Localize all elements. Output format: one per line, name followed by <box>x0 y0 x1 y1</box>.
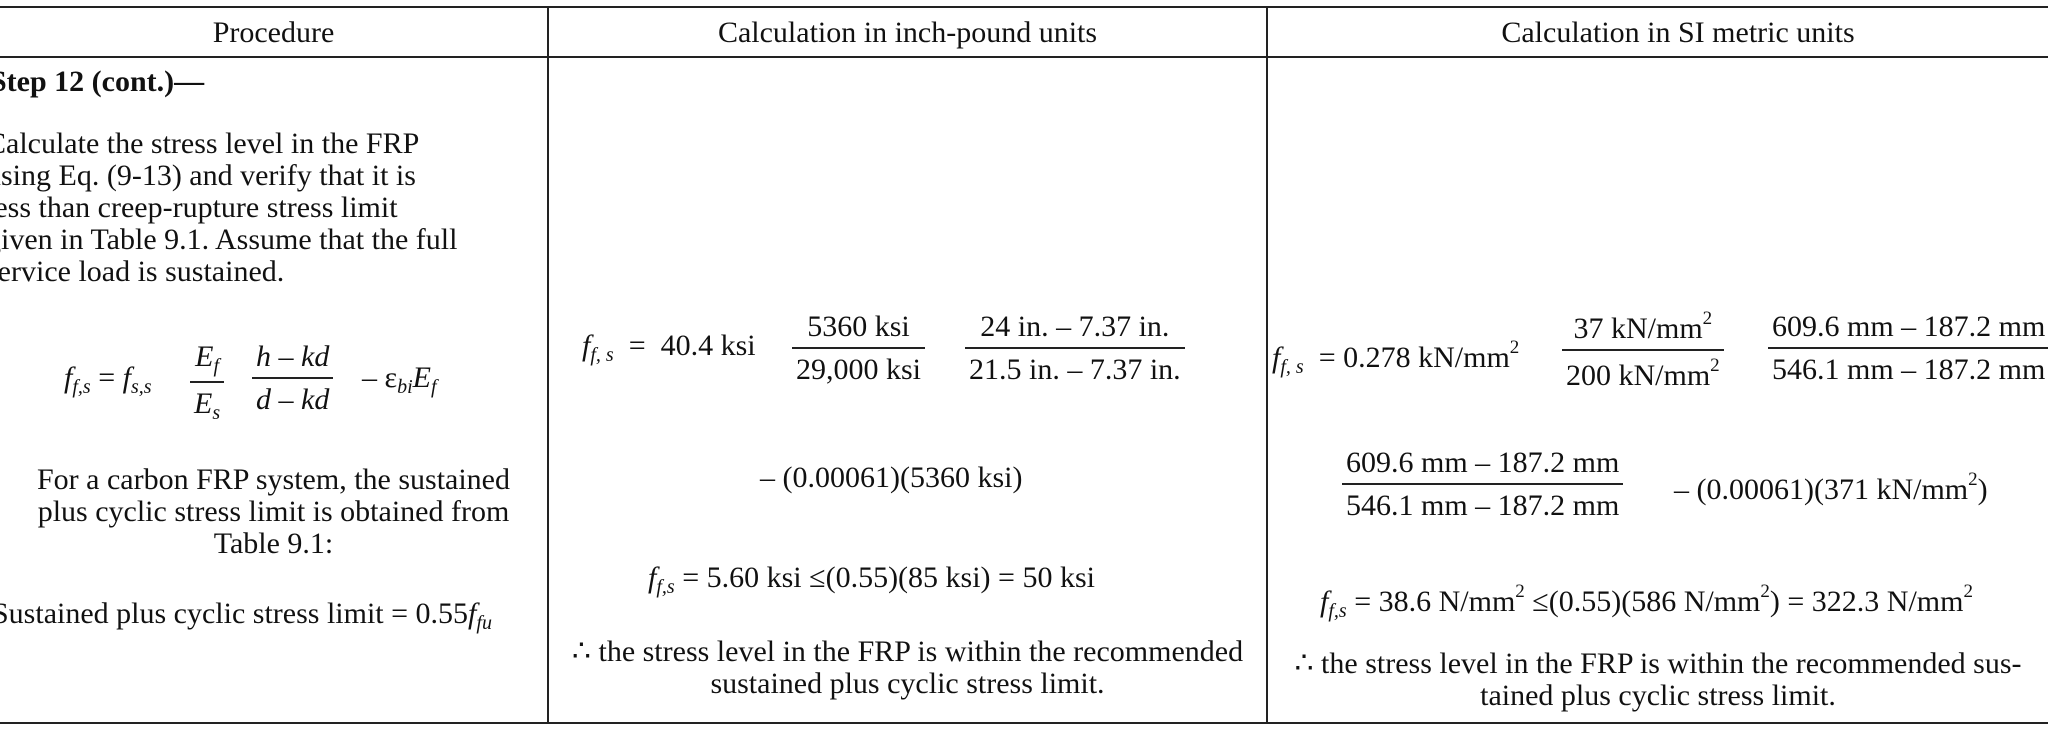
si-eq1-lhs-sub: f, s <box>1280 356 1304 378</box>
header-inch-pound: Calculation in inch-pound units <box>717 16 1098 49</box>
si-equation-3: ff,s = 38.6 N/mm2 ≤(0.55)(586 N/mm2) = 3… <box>1320 581 1973 622</box>
conclusion-line: sustained plus cyclic stress limit. <box>710 667 1105 700</box>
inch-pound-equation-2: – (0.00061)(5360 ksi) <box>760 461 1023 494</box>
eq-tail-sub: f <box>431 376 437 398</box>
eq-fraction-modulus: Ef Es <box>190 340 225 425</box>
conclusion-line: ∴ the stress level in the FRP is within … <box>571 635 1244 668</box>
ip-eq1-lhs-sub: f, s <box>590 344 614 366</box>
step-title: Step 12 (cont.)— <box>0 65 205 98</box>
eq-eps-sub: bi <box>397 376 413 398</box>
header-bottom-rule <box>0 56 2048 58</box>
intro-line: given in Table 9.1. Assume that the full <box>0 223 458 256</box>
si-eq2-tail: – (0.00061)(371 kN/mm <box>1674 473 1969 506</box>
si-eq1-coef: = 0.278 kN/mm <box>1318 341 1510 374</box>
column-divider-1 <box>547 6 549 724</box>
carbon-line: plus cyclic stress limit is obtained fro… <box>37 495 510 528</box>
inch-pound-conclusion: ∴ the stress level in the FRP is within … <box>549 636 1266 700</box>
intro-line: service load is sustained. <box>0 255 285 288</box>
eq-lhs: f <box>64 361 73 394</box>
stress-limit-statement: Sustained plus cyclic stress limit = 0.5… <box>0 597 492 635</box>
ip-eq1-coef: 40.4 ksi <box>660 329 756 362</box>
column-divider-2 <box>1266 6 1268 724</box>
intro-line: less than creep-rupture stress limit <box>0 191 398 224</box>
eq-term-sub: s,s <box>130 376 152 398</box>
intro-line: Calculate the stress level in the FRP <box>0 127 420 160</box>
ip-eq1-fraction-depth: 24 in. – 7.37 in. 21.5 in. – 7.37 in. <box>965 310 1185 387</box>
si-eq2-tail-sup: 2 <box>1968 469 1978 490</box>
inch-pound-equation-3: ff,s = 5.60 ksi ≤(0.55)(85 ksi) = 50 ksi <box>648 561 1095 599</box>
si-eq1-lhs: f <box>1272 341 1281 374</box>
si-eq2-fraction-depth: 609.6 mm – 187.2 mm 546.1 mm – 187.2 mm <box>1342 446 1624 523</box>
intro-line: using Eq. (9-13) and verify that it is <box>0 159 416 192</box>
ip-eq1-equals: = <box>628 329 646 362</box>
conclusion-line: tained plus cyclic stress limit. <box>1480 679 1836 712</box>
epsilon-symbol: ε <box>384 361 398 394</box>
ip-eq1-lhs: f <box>582 329 591 362</box>
carbon-line: Table 9.1: <box>213 527 334 560</box>
table-bottom-rule <box>0 722 2048 724</box>
eq-term: f <box>122 361 131 394</box>
si-conclusion: ∴ the stress level in the FRP is within … <box>1268 648 2048 712</box>
ip-eq1-fraction-modulus: 5360 ksi 29,000 ksi <box>792 310 926 387</box>
si-eq1-coef-sup: 2 <box>1509 337 1520 358</box>
carbon-frp-paragraph: For a carbon FRP system, the sustained p… <box>0 464 547 560</box>
si-eq1-fraction-depth: 609.6 mm – 187.2 mm 546.1 mm – 187.2 mm <box>1768 310 2048 387</box>
conclusion-line: ∴ the stress level in the FRP is within … <box>1294 648 2022 680</box>
eq-equals: = <box>98 361 116 394</box>
si-eq1-fraction-modulus: 37 kN/mm2 200 kN/mm2 <box>1562 308 1724 393</box>
header-procedure: Procedure <box>212 16 335 49</box>
procedure-intro: Calculate the stress level in the FRP us… <box>0 128 546 288</box>
si-eq2-tail-close: ) <box>1977 473 1988 506</box>
eq-lhs-sub: f,s <box>72 376 91 398</box>
header-si-metric: Calculation in SI metric units <box>1501 16 1855 49</box>
eq-minus: – <box>362 361 377 394</box>
eq-tail: E <box>412 361 431 394</box>
eq-fraction-depth: h – kd d – kd <box>252 340 334 417</box>
carbon-line: For a carbon FRP system, the sustained <box>36 463 510 496</box>
table-top-rule <box>0 6 2048 8</box>
